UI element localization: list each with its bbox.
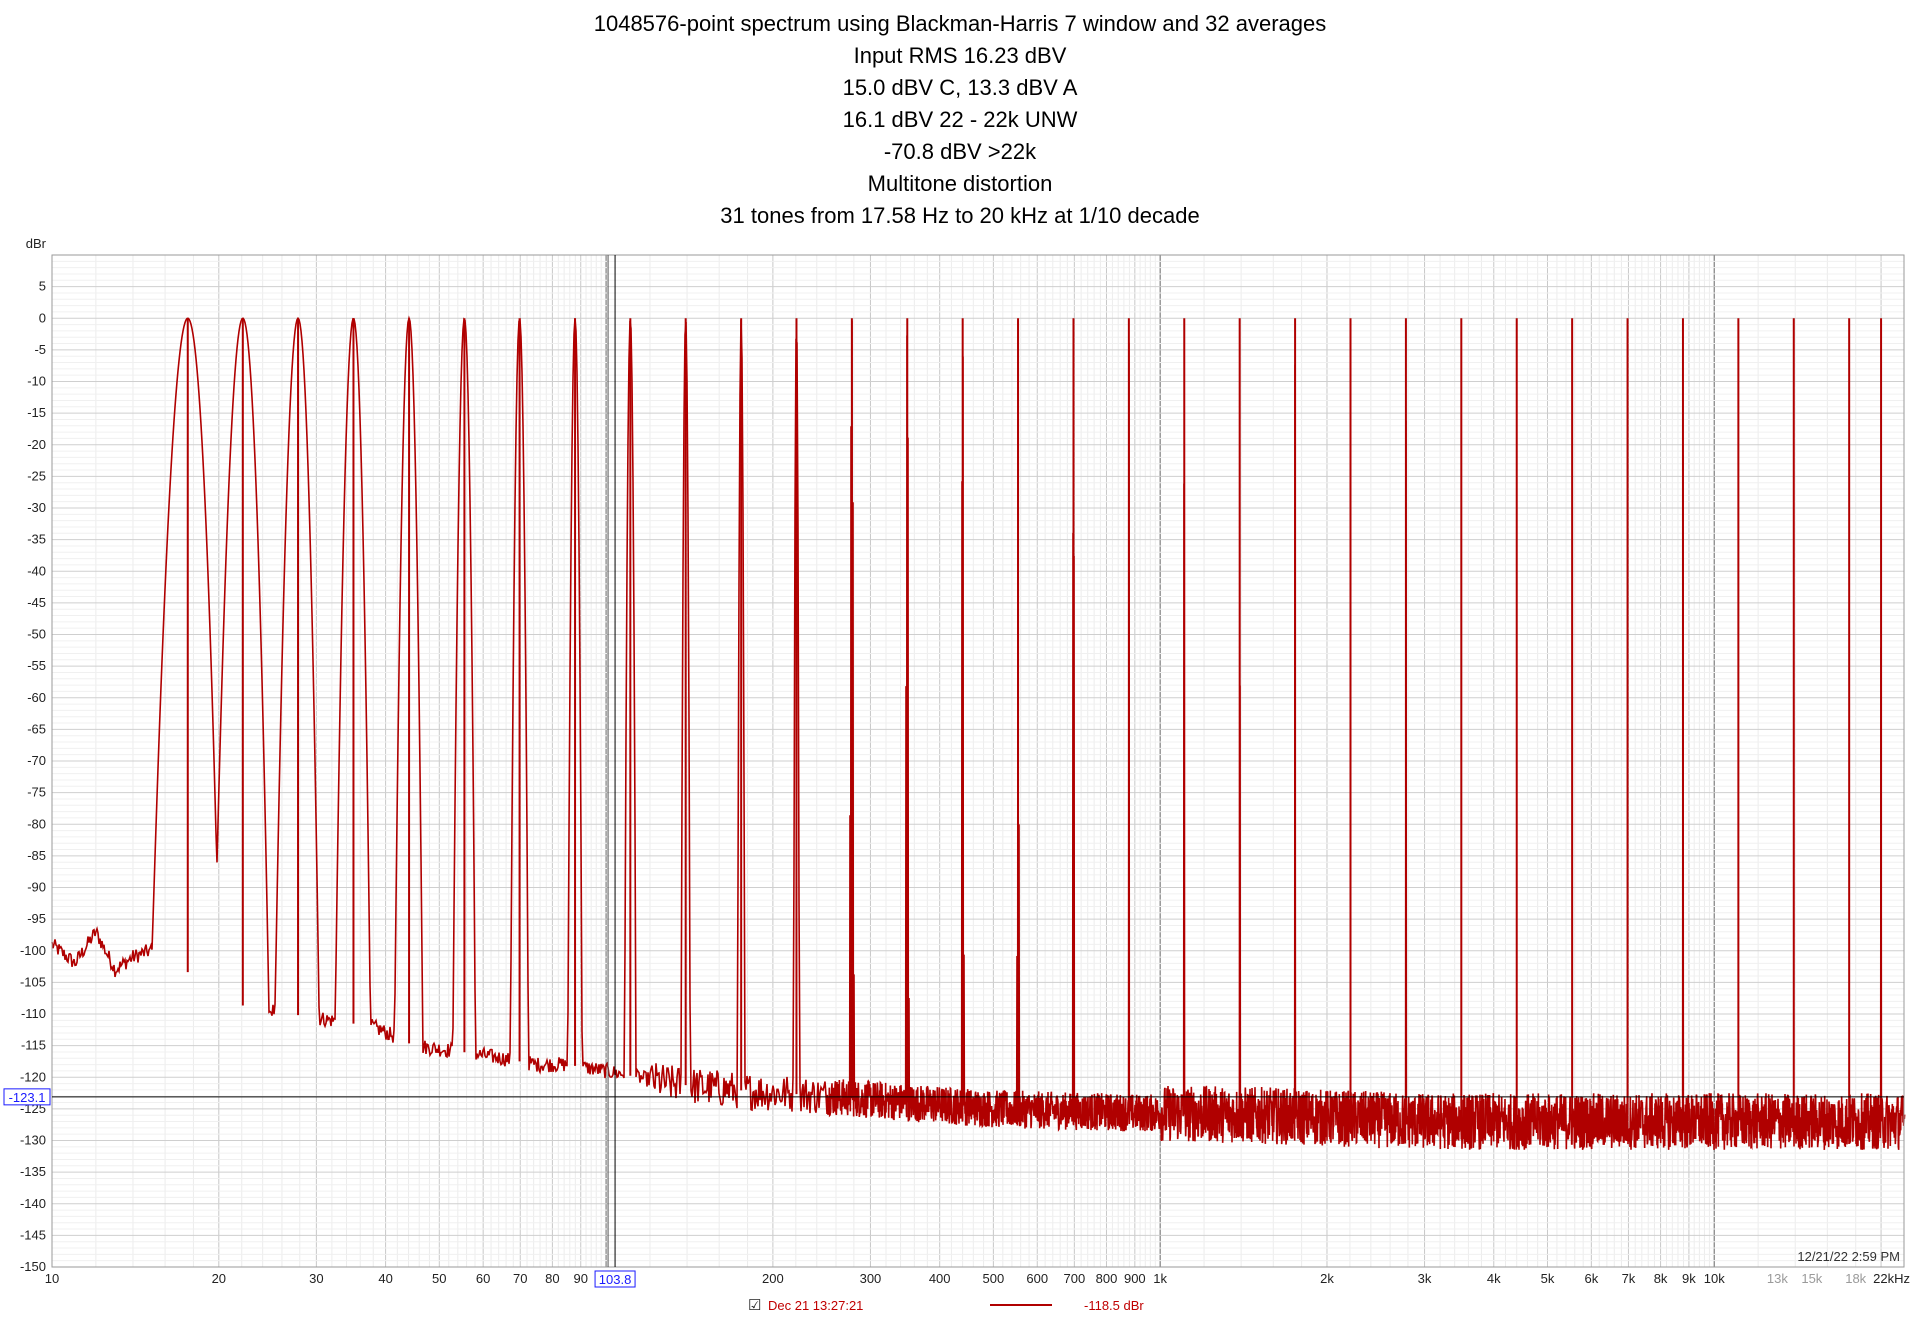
- y-tick-label: 5: [39, 279, 46, 294]
- x-tick-label: 4k: [1487, 1271, 1501, 1286]
- chart-title-block: 1048576-point spectrum using Blackman-Ha…: [0, 8, 1920, 232]
- x-tick-label: 300: [860, 1271, 882, 1286]
- cursor-y-label: -123.1: [9, 1090, 46, 1105]
- x-tick-label: 3k: [1418, 1271, 1432, 1286]
- legend-checkbox: ☑: [748, 1297, 761, 1314]
- x-tick-label: 6k: [1584, 1271, 1598, 1286]
- y-tick-label: -85: [27, 848, 46, 863]
- y-tick-label: -25: [27, 468, 46, 483]
- x-tick-label: 60: [476, 1271, 490, 1286]
- x-tick-label: 7k: [1622, 1271, 1636, 1286]
- y-tick-label: -65: [27, 721, 46, 736]
- x-tick-label: 50: [432, 1271, 446, 1286]
- x-tick-label: 5k: [1541, 1271, 1555, 1286]
- title-line: 31 tones from 17.58 Hz to 20 kHz at 1/10…: [720, 203, 1200, 228]
- y-tick-label: -150: [20, 1259, 46, 1274]
- y-tick-label: -80: [27, 816, 46, 831]
- x-tick-label: 10k: [1704, 1271, 1725, 1286]
- x-tick-label: 10: [45, 1271, 59, 1286]
- y-tick-label: -15: [27, 405, 46, 420]
- cursor-y-label-box: [3, 1088, 51, 1106]
- title-line: 1048576-point spectrum using Blackman-Ha…: [593, 11, 1327, 36]
- x-tick-label: 40: [378, 1271, 392, 1286]
- cursor-x-label-box: [594, 1270, 636, 1288]
- cursor-x-label: 103.8: [599, 1272, 632, 1287]
- y-axis-unit: dBr: [26, 236, 47, 251]
- x-tick-label: 70: [513, 1271, 527, 1286]
- x-tick-label: 13k: [1767, 1271, 1788, 1286]
- x-tick-label: 500: [983, 1271, 1005, 1286]
- x-tick-label: 2k: [1320, 1271, 1334, 1286]
- title-line: -70.8 dBV >22k: [883, 139, 1037, 164]
- y-tick-label: -90: [27, 880, 46, 895]
- x-tick-label: 900: [1124, 1271, 1146, 1286]
- x-tick-label: 22kHz: [1873, 1271, 1910, 1286]
- legend-timestamp: Dec 21 13:27:21: [768, 1298, 863, 1313]
- y-grid: [52, 254, 1904, 1268]
- y-tick-label: -70: [27, 753, 46, 768]
- y-tick-label: 0: [39, 310, 46, 325]
- x-tick-label: 700: [1063, 1271, 1085, 1286]
- y-tick-label: -20: [27, 437, 46, 452]
- x-tick-label: 800: [1096, 1271, 1118, 1286]
- x-tick-label: 200: [762, 1271, 784, 1286]
- x-tick-label: 30: [309, 1271, 323, 1286]
- x-tick-label: 20: [212, 1271, 226, 1286]
- x-tick-label: 80: [545, 1271, 559, 1286]
- title-line: 15.0 dBV C, 13.3 dBV A: [842, 75, 1078, 100]
- y-tick-label: -5: [34, 342, 46, 357]
- title-line: Input RMS 16.23 dBV: [853, 43, 1067, 68]
- x-tick-label: 15k: [1801, 1271, 1822, 1286]
- y-tick-label: -55: [27, 658, 46, 673]
- y-tick-label: -120: [20, 1069, 46, 1084]
- y-tick-label: -30: [27, 500, 46, 515]
- y-tick-label: -60: [27, 690, 46, 705]
- y-tick-label: -100: [20, 943, 46, 958]
- x-tick-label: 9k: [1682, 1271, 1696, 1286]
- y-tick-label: -130: [20, 1133, 46, 1148]
- x-tick-label: 1k: [1153, 1271, 1167, 1286]
- plot-border: [51, 254, 1905, 1268]
- y-tick-label: -145: [20, 1227, 46, 1242]
- y-tick-label: -35: [27, 532, 46, 547]
- y-tick-label: -95: [27, 911, 46, 926]
- y-tick-label: -10: [27, 374, 46, 389]
- y-tick-label: -115: [21, 1038, 46, 1053]
- timestamp-stamp: 12/21/22 2:59 PM: [1797, 1249, 1900, 1264]
- y-tick-label: -135: [20, 1164, 46, 1179]
- x-tick-label: 600: [1026, 1271, 1048, 1286]
- y-tick-label: -140: [20, 1196, 46, 1211]
- legend-value: -118.5 dBr: [1084, 1298, 1144, 1313]
- y-tick-label: -75: [27, 785, 46, 800]
- tone-peaks: [186, 318, 1883, 1122]
- title-line: Multitone distortion: [867, 171, 1053, 196]
- x-tick-label: 90: [574, 1271, 588, 1286]
- y-tick-label: -105: [20, 974, 46, 989]
- title-line: 16.1 dBV 22 - 22k UNW: [842, 107, 1078, 132]
- x-tick-label: 8k: [1654, 1271, 1668, 1286]
- y-tick-label: -45: [27, 595, 46, 610]
- x-tick-label: 400: [929, 1271, 951, 1286]
- y-tick-label: -40: [27, 563, 46, 578]
- y-tick-label: -50: [27, 627, 46, 642]
- x-tick-label: 18k: [1845, 1271, 1866, 1286]
- y-tick-label: -110: [21, 1006, 46, 1021]
